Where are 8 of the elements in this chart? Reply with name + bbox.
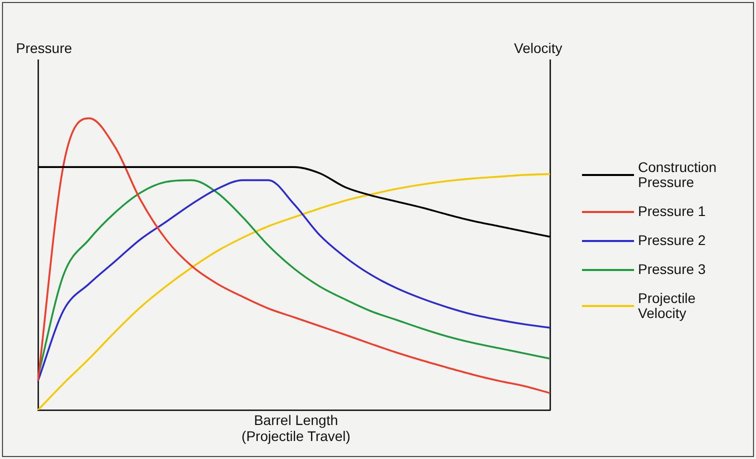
x-axis-title: Barrel Length (Projectile Travel)	[240, 412, 352, 444]
legend-label: Pressure 2	[638, 232, 706, 248]
legend-label: Construction Pressure	[638, 159, 718, 190]
y2-axis-title: Velocity	[514, 40, 562, 56]
legend-label: Pressure 1	[638, 203, 706, 219]
legend-label: Projectile Velocity	[638, 290, 697, 321]
legend-label: Pressure 3	[638, 261, 706, 277]
y-axis-title: Pressure	[16, 40, 72, 56]
